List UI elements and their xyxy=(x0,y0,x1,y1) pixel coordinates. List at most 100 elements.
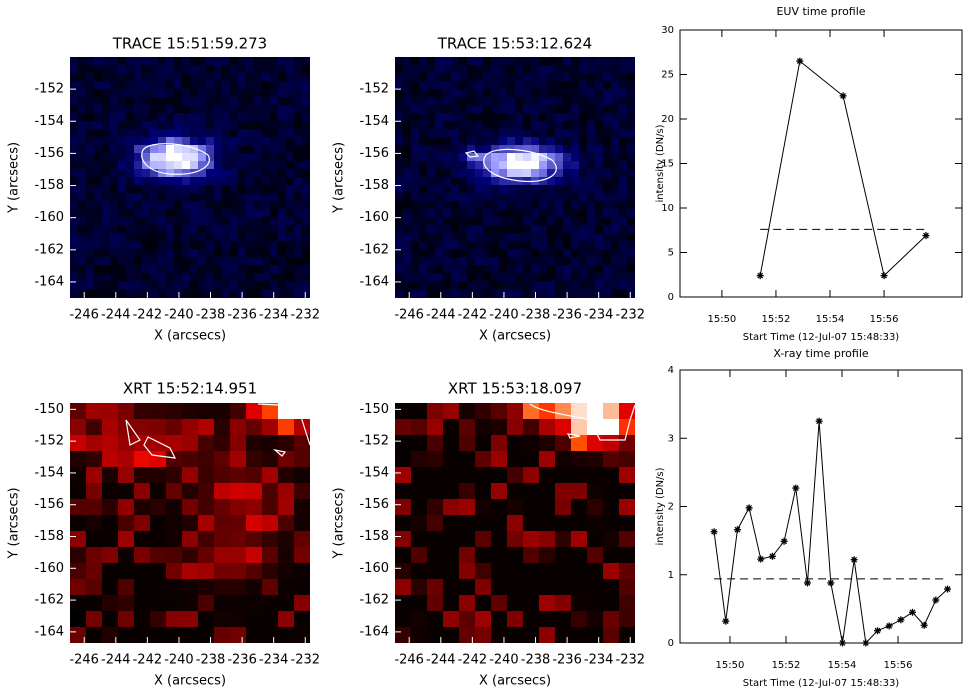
image-pixel xyxy=(555,177,563,185)
image-pixel xyxy=(182,403,198,419)
image-pixel xyxy=(278,265,286,273)
image-pixel xyxy=(294,273,302,281)
image-pixel xyxy=(555,81,563,89)
image-pixel xyxy=(166,193,174,201)
image-pixel xyxy=(475,225,483,233)
x-axis-label: Start Time (12-Jul-07 15:48:33) xyxy=(743,332,900,343)
image-pixel xyxy=(142,153,150,161)
image-pixel xyxy=(78,137,86,145)
image-pixel xyxy=(587,515,603,531)
image-pixel xyxy=(619,105,627,113)
image-pixel xyxy=(166,499,182,515)
image-pixel xyxy=(427,57,435,65)
image-pixel xyxy=(491,563,507,579)
image-pixel xyxy=(587,169,595,177)
image-pixel xyxy=(246,435,262,451)
point-stroke xyxy=(944,586,951,592)
image-pixel xyxy=(419,129,427,137)
image-pixel xyxy=(294,297,302,298)
image-pixel xyxy=(547,145,555,153)
image-pixel xyxy=(579,137,587,145)
image-pixel xyxy=(515,81,523,89)
image-pixel xyxy=(515,57,523,65)
image-pixel xyxy=(230,145,238,153)
image-pixel xyxy=(443,595,459,611)
image-pixel xyxy=(270,193,278,201)
image-pixel xyxy=(523,209,531,217)
image-pixel xyxy=(419,153,427,161)
image-pixel xyxy=(182,273,190,281)
image-pixel xyxy=(595,233,603,241)
image-pixel xyxy=(571,169,579,177)
y-tick-label: -150 xyxy=(359,402,389,417)
image-pixel xyxy=(70,185,78,193)
image-pixel xyxy=(475,193,483,201)
image-pixel xyxy=(523,531,539,547)
image-pixel xyxy=(262,627,278,643)
image-pixel xyxy=(507,563,523,579)
data-point xyxy=(827,579,835,587)
image-pixel xyxy=(246,97,254,105)
image-pixel xyxy=(627,209,635,217)
x-tick-label: -232 xyxy=(616,653,646,668)
y-tick-label: -160 xyxy=(359,210,389,225)
image-pixel xyxy=(619,97,627,105)
image-pixel xyxy=(78,217,86,225)
panel-title: XRT 15:53:18.097 xyxy=(448,380,582,398)
image-pixel xyxy=(134,73,142,81)
image-pixel xyxy=(94,241,102,249)
image-pixel xyxy=(126,145,134,153)
image-pixel xyxy=(118,193,126,201)
image-pixel xyxy=(411,483,427,499)
image-pixel xyxy=(134,65,142,73)
image-pixel xyxy=(427,153,435,161)
image-pixel xyxy=(182,161,190,169)
image-pixel xyxy=(190,281,198,289)
image-pixel xyxy=(230,137,238,145)
image-pixel xyxy=(443,129,451,137)
image-pixel xyxy=(443,97,451,105)
image-pixel xyxy=(499,201,507,209)
image-pixel xyxy=(94,233,102,241)
image-pixel xyxy=(459,297,467,298)
image-pixel xyxy=(531,161,539,169)
image-pixel xyxy=(547,65,555,73)
image-pixel xyxy=(459,499,475,515)
image-pixel xyxy=(94,185,102,193)
image-pixel xyxy=(491,113,499,121)
image-pixel xyxy=(411,177,419,185)
image-pixel xyxy=(286,153,294,161)
image-pixel xyxy=(78,265,86,273)
image-pixel xyxy=(102,515,118,531)
image-pixel xyxy=(134,105,142,113)
image-pixel xyxy=(459,515,475,531)
image-pixel xyxy=(94,217,102,225)
image-pixel xyxy=(86,113,94,121)
image-pixel xyxy=(587,547,603,563)
image-pixel xyxy=(126,185,134,193)
image-pixel xyxy=(142,217,150,225)
image-pixel xyxy=(579,65,587,73)
image-pixel xyxy=(483,177,491,185)
image-pixel xyxy=(587,97,595,105)
image-pixel xyxy=(222,113,230,121)
image-pixel xyxy=(595,57,603,65)
image-pixel xyxy=(78,73,86,81)
image-pixel xyxy=(547,153,555,161)
image-pixel xyxy=(459,241,467,249)
image-pixel xyxy=(294,531,310,547)
image-pixel xyxy=(579,217,587,225)
image-pixel xyxy=(150,57,158,65)
image-pixel xyxy=(475,209,483,217)
image-pixel xyxy=(206,161,214,169)
image-pixel xyxy=(102,209,110,217)
image-pixel xyxy=(70,121,78,129)
image-pixel xyxy=(222,241,230,249)
image-pixel xyxy=(611,137,619,145)
image-pixel xyxy=(627,241,635,249)
image-pixel xyxy=(214,257,222,265)
image-pixel xyxy=(278,467,294,483)
image-pixel xyxy=(451,241,459,249)
image-pixel xyxy=(419,249,427,257)
image-pixel xyxy=(603,81,611,89)
